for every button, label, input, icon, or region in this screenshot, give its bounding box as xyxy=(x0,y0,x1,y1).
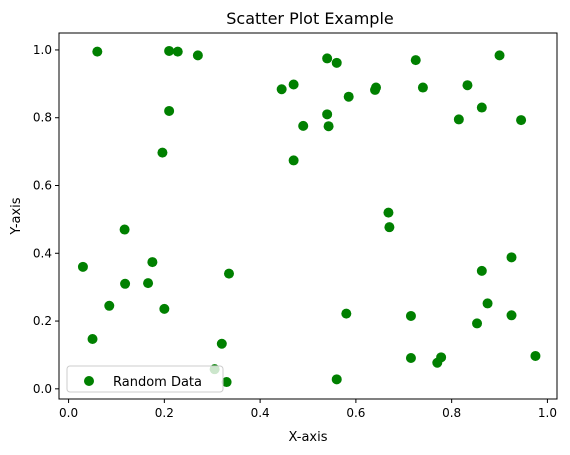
data-point xyxy=(159,303,170,314)
data-point xyxy=(371,82,381,93)
data-point xyxy=(119,224,130,235)
data-point xyxy=(405,352,416,363)
data-point xyxy=(216,338,227,349)
data-point xyxy=(288,79,299,90)
x-tick-label: 0.0 xyxy=(59,406,78,420)
legend-marker xyxy=(84,376,94,386)
data-point xyxy=(405,310,416,321)
data-point xyxy=(164,45,175,56)
data-point xyxy=(223,268,234,279)
data-point xyxy=(164,105,175,116)
data-point xyxy=(120,278,131,289)
data-point xyxy=(288,155,299,166)
data-point xyxy=(341,308,352,319)
data-point xyxy=(384,222,395,233)
data-point xyxy=(157,147,168,158)
data-point xyxy=(77,261,88,272)
y-axis-ticks: 0.0 0.2 0.4 0.6 0.8 1.0 xyxy=(33,43,59,396)
data-point xyxy=(436,352,447,363)
data-point xyxy=(410,55,421,66)
x-tick-label: 0.6 xyxy=(346,406,365,420)
y-tick-label: 0.8 xyxy=(33,111,52,125)
data-point xyxy=(516,115,527,126)
data-point xyxy=(276,84,287,95)
data-point xyxy=(476,102,487,113)
x-tick-label: 0.4 xyxy=(251,406,270,420)
x-tick-label: 1.0 xyxy=(538,406,557,420)
legend-box xyxy=(66,365,224,393)
y-axis-label: Y-axis xyxy=(9,197,24,235)
data-point xyxy=(417,82,428,93)
x-tick-label: 0.8 xyxy=(442,406,461,420)
x-tick-label: 0.2 xyxy=(155,406,174,420)
y-tick-label: 0.0 xyxy=(33,382,52,396)
data-point xyxy=(323,121,334,132)
y-tick-label: 0.4 xyxy=(33,246,52,260)
legend: Random Data xyxy=(66,365,224,393)
data-point xyxy=(472,318,483,329)
data-point xyxy=(143,278,154,289)
data-point xyxy=(92,46,103,57)
data-point xyxy=(462,80,473,91)
data-point xyxy=(343,91,354,102)
data-point xyxy=(221,377,232,388)
data-point xyxy=(87,334,98,345)
data-point xyxy=(453,114,464,125)
points-layer xyxy=(77,45,541,388)
plot-frame xyxy=(58,32,558,400)
data-point xyxy=(383,207,394,218)
data-point xyxy=(506,252,517,263)
legend-label: Random Data xyxy=(113,375,202,390)
data-point xyxy=(331,374,342,385)
y-tick-label: 0.6 xyxy=(33,179,52,193)
data-point xyxy=(322,109,333,120)
data-point xyxy=(322,53,333,64)
data-point xyxy=(104,300,115,311)
x-axis-ticks: 0.0 0.2 0.4 0.6 0.8 1.0 xyxy=(59,399,557,420)
data-point xyxy=(476,265,487,276)
y-tick-label: 0.2 xyxy=(33,314,52,328)
data-point xyxy=(482,298,493,309)
data-point xyxy=(494,50,505,61)
chart-title: Scatter Plot Example xyxy=(226,9,393,28)
data-point xyxy=(506,310,517,321)
y-tick-label: 1.0 xyxy=(33,43,52,57)
x-axis-label: X-axis xyxy=(289,430,328,445)
data-point xyxy=(331,57,342,68)
data-point xyxy=(147,257,158,268)
data-point xyxy=(172,46,183,57)
data-point xyxy=(192,50,203,61)
data-point xyxy=(298,120,309,131)
data-point xyxy=(530,350,541,361)
